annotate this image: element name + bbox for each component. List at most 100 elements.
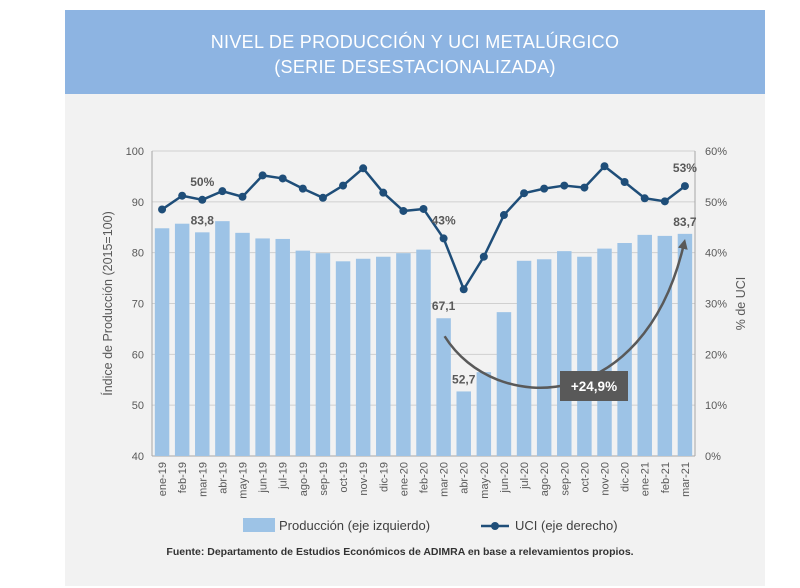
uci-point — [278, 174, 287, 183]
y-axis-title-right: % de UCI — [734, 277, 748, 331]
uci-point — [218, 187, 227, 196]
x-tick-label: may-19 — [238, 462, 250, 499]
uci-point — [520, 189, 529, 198]
uci-point — [238, 192, 247, 201]
production-bar — [536, 259, 552, 456]
uci-point — [379, 188, 388, 197]
legend-bar-label: Producción (eje izquierdo) — [279, 518, 430, 533]
bar-data-label: 67,1 — [432, 299, 456, 313]
uci-point — [459, 285, 468, 294]
x-tick-label: mar-20 — [439, 462, 451, 497]
production-bar — [376, 256, 391, 456]
x-tick-label: feb-20 — [419, 462, 431, 493]
legend-bar-swatch — [243, 518, 275, 532]
uci-point — [620, 178, 629, 187]
uci-point — [178, 191, 187, 200]
bar-data-label: 52,7 — [452, 372, 476, 386]
y-tick-left: 100 — [126, 146, 144, 158]
change-callout-box — [560, 371, 628, 401]
production-bar — [516, 260, 532, 456]
uci-data-label: 50% — [190, 175, 214, 189]
y-tick-right: 30% — [705, 299, 727, 311]
x-tick-label: jul-20 — [519, 462, 531, 490]
production-bar — [275, 238, 290, 456]
uci-point — [580, 183, 589, 192]
x-tick-label: feb-21 — [660, 462, 672, 493]
production-bar — [295, 250, 311, 456]
uci-point — [359, 164, 368, 173]
x-tick-label: ene-21 — [640, 462, 652, 496]
x-tick-label: jun-19 — [258, 462, 270, 494]
production-bar — [456, 391, 471, 456]
production-bar — [195, 232, 210, 456]
production-bar — [416, 249, 431, 456]
production-bar — [637, 234, 652, 456]
production-bar — [335, 261, 351, 456]
x-tick-label: jul-19 — [278, 462, 290, 490]
x-tick-label: oct-20 — [579, 462, 591, 493]
production-bar — [396, 253, 411, 456]
x-tick-label: abr-19 — [217, 462, 229, 494]
uci-point — [298, 184, 307, 193]
source-note: Fuente: Departamento de Estudios Económi… — [166, 546, 634, 558]
uci-point — [318, 193, 327, 202]
uci-point — [158, 205, 167, 214]
y-tick-right: 50% — [705, 197, 727, 209]
production-bar — [557, 251, 572, 456]
uci-point — [660, 197, 669, 206]
production-bar — [315, 253, 331, 456]
uci-point — [439, 234, 448, 243]
y-tick-left: 40 — [132, 451, 144, 463]
uci-point — [419, 204, 428, 213]
production-bar — [154, 228, 170, 456]
uci-point — [198, 195, 207, 204]
production-bar — [235, 232, 250, 456]
x-tick-label: may-20 — [479, 462, 491, 499]
x-tick-label: oct-19 — [338, 462, 350, 493]
uci-point — [640, 194, 649, 203]
uci-point — [399, 206, 408, 215]
uci-data-label: 53% — [673, 161, 697, 175]
production-bar — [476, 372, 492, 456]
chart-subtitle: (SERIE DESESTACIONALIZADA) — [274, 57, 556, 77]
y-tick-right: 0% — [705, 451, 721, 463]
production-bar — [436, 318, 451, 456]
y-tick-left: 70 — [132, 299, 144, 311]
x-tick-label: sep-19 — [318, 462, 330, 496]
bar-data-label: 83,8 — [191, 213, 215, 227]
y-tick-left: 60 — [132, 349, 144, 361]
uci-point — [540, 184, 549, 193]
change-callout-label: +24,9% — [571, 379, 617, 394]
bar-data-label: 83,7 — [673, 215, 697, 229]
x-tick-label: mar-19 — [197, 462, 209, 497]
uci-point — [560, 181, 569, 190]
y-tick-left: 80 — [132, 248, 144, 260]
x-tick-label: ago-20 — [539, 462, 551, 496]
production-bar — [215, 221, 230, 456]
x-tick-label: ene-20 — [398, 462, 410, 496]
y-tick-left: 90 — [132, 197, 144, 209]
uci-point — [499, 211, 508, 220]
x-tick-label: feb-19 — [177, 462, 189, 493]
uci-point — [339, 181, 348, 190]
x-tick-label: nov-20 — [600, 462, 612, 496]
uci-point — [258, 171, 267, 180]
y-tick-right: 40% — [705, 248, 727, 260]
x-tick-label: ene-19 — [157, 462, 169, 496]
y-tick-right: 20% — [705, 349, 727, 361]
y-axis-title-left: Índice de Producción (2015=100) — [100, 211, 115, 396]
legend-line-label: UCI (eje derecho) — [515, 518, 618, 533]
uci-point — [600, 162, 609, 171]
x-tick-label: sep-20 — [559, 462, 571, 496]
x-tick-label: abr-20 — [459, 462, 471, 494]
x-tick-label: dic-19 — [378, 462, 390, 492]
production-bar — [355, 258, 371, 456]
x-tick-label: ago-19 — [298, 462, 310, 496]
uci-point — [479, 252, 488, 261]
y-tick-right: 60% — [705, 146, 727, 158]
uci-point — [680, 182, 689, 191]
production-bar — [577, 256, 592, 456]
production-bar — [617, 243, 632, 456]
y-tick-left: 50 — [132, 400, 144, 412]
